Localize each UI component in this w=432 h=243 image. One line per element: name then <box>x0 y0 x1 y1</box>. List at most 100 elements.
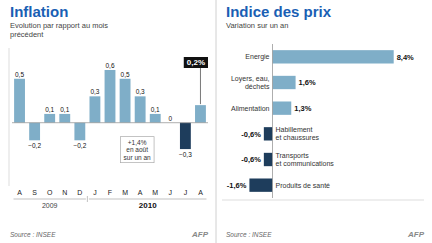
text-line: J <box>169 189 173 196</box>
text-line: 2010 <box>139 201 157 210</box>
tick-label: J <box>93 189 97 196</box>
text-line: −0,3 <box>179 151 192 158</box>
text-line: N <box>62 189 67 196</box>
bars <box>249 50 393 192</box>
tick-label: D <box>77 189 82 196</box>
text-line: D <box>77 189 82 196</box>
credit: AFP <box>191 230 209 239</box>
text-line: S <box>32 189 37 196</box>
text-line: A <box>17 189 22 196</box>
data-label: -0,6% <box>241 130 261 139</box>
data-label: 1,6% <box>299 78 316 87</box>
bar <box>59 114 70 123</box>
data-label: 0,1 <box>151 106 160 113</box>
callout: 0,2% <box>184 57 208 68</box>
value-axis-range <box>9 48 10 186</box>
data-label: -0,6% <box>241 155 261 164</box>
source: Source : INSEE <box>10 231 56 238</box>
data-label: 0,2% <box>187 58 205 67</box>
text-line: Energie <box>245 53 269 61</box>
text-line: Indice des prix <box>226 3 332 20</box>
text-line: Source : INSEE <box>10 231 56 238</box>
chart-root: InflationEvolution par rapport au moispr… <box>0 0 432 243</box>
data-label: -1,6% <box>227 181 247 190</box>
text-line: A <box>138 189 143 196</box>
text-line: Transports <box>276 152 310 160</box>
tick-label: O <box>47 189 53 196</box>
text-line: F <box>108 189 112 196</box>
year-label: 2010 <box>139 201 157 210</box>
bar <box>14 79 25 123</box>
text-line: -1,6% <box>227 181 247 190</box>
bar <box>105 70 116 123</box>
category-label: Energie <box>245 53 269 61</box>
data-label: −0,2 <box>28 142 41 149</box>
text-line: −0,2 <box>73 142 86 149</box>
source: Source : INSEE <box>226 231 272 238</box>
zero-line <box>272 44 273 198</box>
text-line: 0 <box>168 115 172 122</box>
text-line: M <box>152 189 158 196</box>
title: Inflation <box>10 3 68 20</box>
text-line: 8,4% <box>397 53 414 62</box>
bar <box>29 123 40 141</box>
callout-box <box>184 57 208 68</box>
tick-label: F <box>108 189 112 196</box>
text-line: M <box>122 189 128 196</box>
text-line: Alimentation <box>231 105 270 112</box>
text-line: Produits de santé <box>276 182 331 189</box>
bar <box>44 114 55 123</box>
tick-label: A <box>138 189 143 196</box>
text-line: en août <box>126 146 148 153</box>
data-label: 0,1 <box>45 106 54 113</box>
tick-label: M <box>122 189 128 196</box>
text-line: sur un an <box>124 154 151 161</box>
category-label: Alimentation <box>231 105 270 112</box>
data-label: 0,3 <box>90 88 99 95</box>
text-line: Variation sur un an <box>226 21 288 30</box>
bar <box>273 76 296 89</box>
text-line: Inflation <box>10 3 68 20</box>
data-label: 0,5 <box>121 71 130 78</box>
text-line: Loyers, eau, <box>231 75 270 83</box>
tick-label: A <box>198 189 203 196</box>
text-line: 2009 <box>42 202 58 209</box>
text-line: 0,3 <box>136 88 145 95</box>
note: +1,4%en aoûtsur un an <box>121 137 154 163</box>
text-line: Habillement <box>276 126 313 133</box>
zero-line <box>12 122 208 123</box>
text-line: 0,5 <box>121 71 130 78</box>
category-label: Produits de santé <box>276 182 331 189</box>
subtitle: Evolution par rapport au moisprécédent <box>10 21 108 39</box>
data-label: 0,6 <box>105 62 114 69</box>
text-line: A <box>198 189 203 196</box>
category-label: Habillementet chaussures <box>276 126 320 141</box>
bars <box>14 70 206 149</box>
year-bracket <box>14 199 86 200</box>
text-line: 0,3 <box>90 88 99 95</box>
category-label: Transportset communications <box>276 152 335 167</box>
title: Indice des prix <box>226 3 332 20</box>
text-line: 0,1 <box>151 106 160 113</box>
bar <box>249 178 272 191</box>
bar <box>273 101 292 114</box>
value-axis-range <box>222 200 424 201</box>
data-label: 0,1 <box>60 106 69 113</box>
data-label: 8,4% <box>397 53 414 62</box>
bar <box>273 50 394 63</box>
text-line: 1,3% <box>294 104 311 113</box>
text-line: −0,2 <box>28 142 41 149</box>
text-line: J <box>184 189 188 196</box>
data-label: 0 <box>168 115 172 122</box>
text-line: AFP <box>191 230 209 239</box>
tick-label: A <box>17 189 22 196</box>
text-line: précédent <box>10 30 44 39</box>
tick-label: M <box>152 189 158 196</box>
category-label: Loyers, eau,déchets <box>231 75 270 90</box>
text-line: 0,1 <box>60 106 69 113</box>
text-line: -0,6% <box>241 155 261 164</box>
credit: AFP <box>407 230 425 239</box>
tick-label: S <box>32 189 37 196</box>
panel-divider <box>216 0 217 243</box>
year-separator <box>87 196 88 202</box>
